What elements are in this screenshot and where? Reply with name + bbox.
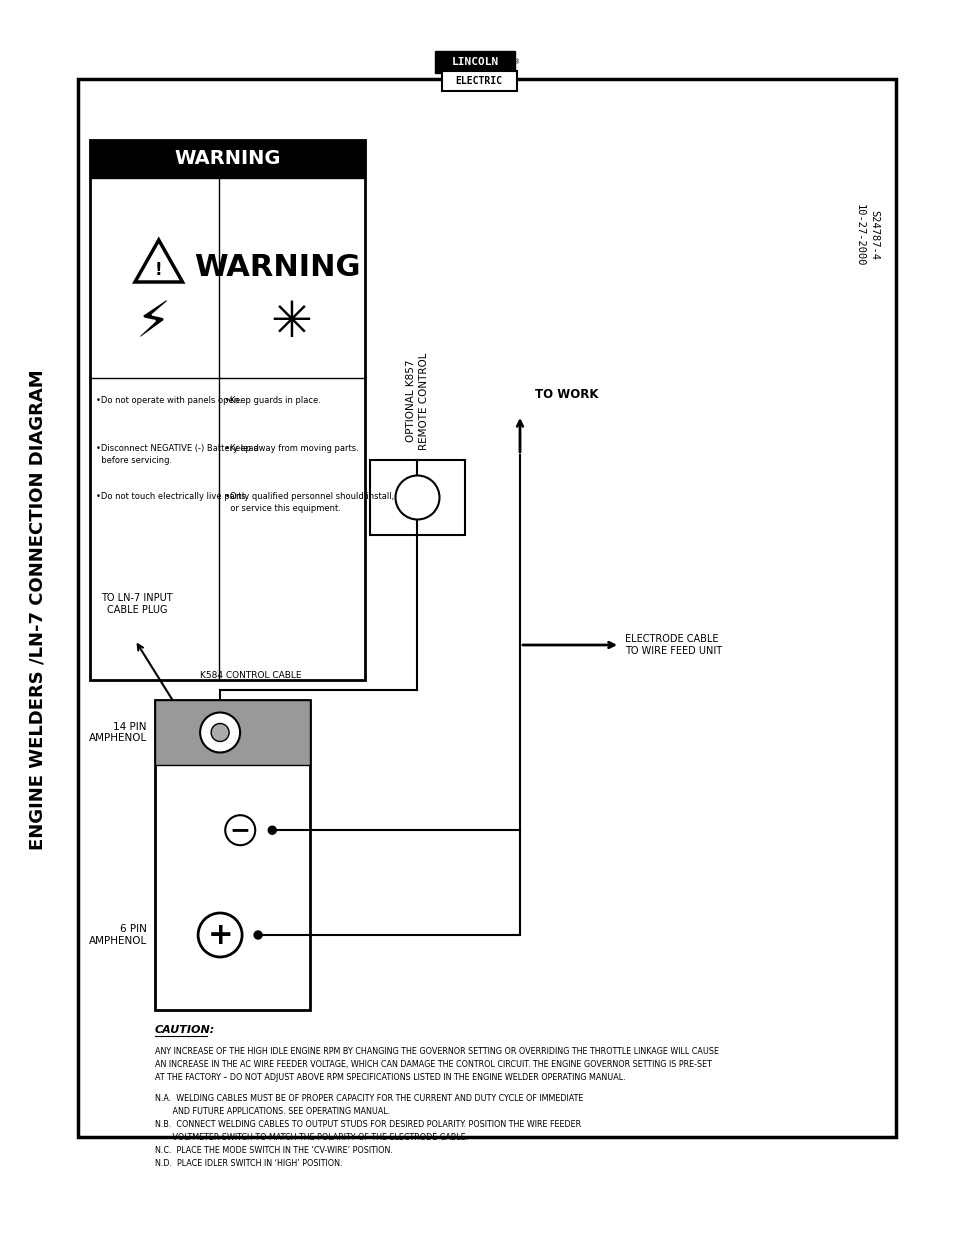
Text: ®: ® (513, 59, 519, 65)
Text: OPTIONAL K857
REMOTE CONTROL: OPTIONAL K857 REMOTE CONTROL (406, 352, 428, 450)
Text: 14 PIN
AMPHENOL: 14 PIN AMPHENOL (89, 721, 147, 743)
Text: !: ! (154, 261, 162, 279)
Text: N.D.  PLACE IDLER SWITCH IN ‘HIGH’ POSITION.: N.D. PLACE IDLER SWITCH IN ‘HIGH’ POSITI… (154, 1158, 342, 1168)
Text: •Only qualified personnel should install,use
  or service this equipment.: •Only qualified personnel should install… (225, 492, 409, 513)
Text: N.B.  CONNECT WELDING CABLES TO OUTPUT STUDS FOR DESIRED POLARITY. POSITION THE : N.B. CONNECT WELDING CABLES TO OUTPUT ST… (154, 1120, 580, 1129)
Polygon shape (134, 240, 182, 282)
Text: •Do not operate with panels open.: •Do not operate with panels open. (96, 396, 241, 405)
Circle shape (200, 713, 240, 752)
Text: 10-27-2000: 10-27-2000 (854, 204, 864, 267)
Text: S24787-4: S24787-4 (868, 210, 878, 261)
Circle shape (211, 724, 229, 741)
Text: CAUTION:: CAUTION: (154, 1025, 215, 1035)
Text: AN INCREASE IN THE AC WIRE FEEDER VOLTAGE, WHICH CAN DAMAGE THE CONTROL CIRCUIT.: AN INCREASE IN THE AC WIRE FEEDER VOLTAG… (154, 1060, 711, 1070)
Text: •Disconnect NEGATIVE (-) Battery lead
  before servicing.: •Disconnect NEGATIVE (-) Battery lead be… (96, 445, 258, 464)
Text: N.A.  WELDING CABLES MUST BE OF PROPER CAPACITY FOR THE CURRENT AND DUTY CYCLE O: N.A. WELDING CABLES MUST BE OF PROPER CA… (154, 1094, 583, 1103)
Circle shape (225, 815, 255, 845)
Text: ENGINE WELDERS /LN-7 CONNECTION DIAGRAM: ENGINE WELDERS /LN-7 CONNECTION DIAGRAM (29, 369, 47, 851)
Text: −: − (230, 819, 251, 842)
Text: TO WORK: TO WORK (535, 389, 598, 401)
Bar (435, 51, 515, 73)
Text: VOLTMETER SWITCH TO MATCH THE POLARITY OF THE ELECTRODE CABLE.: VOLTMETER SWITCH TO MATCH THE POLARITY O… (154, 1132, 468, 1142)
Text: ELECTRODE CABLE
TO WIRE FEED UNIT: ELECTRODE CABLE TO WIRE FEED UNIT (624, 635, 721, 656)
Bar (78, 79, 895, 1137)
Circle shape (198, 913, 242, 957)
Text: +: + (207, 920, 233, 950)
Circle shape (253, 931, 262, 939)
Bar (370, 459, 464, 535)
Text: 6 PIN
AMPHENOL: 6 PIN AMPHENOL (89, 924, 147, 946)
Text: LINCOLN: LINCOLN (451, 57, 498, 67)
Bar (154, 700, 310, 764)
Bar (90, 140, 365, 680)
Text: ✳: ✳ (270, 299, 312, 347)
Circle shape (268, 826, 276, 834)
Text: •Keep guards in place.: •Keep guards in place. (225, 396, 321, 405)
Text: WARNING: WARNING (193, 253, 360, 283)
Bar (90, 140, 365, 178)
Text: ANY INCREASE OF THE HIGH IDLE ENGINE RPM BY CHANGING THE GOVERNOR SETTING OR OVE: ANY INCREASE OF THE HIGH IDLE ENGINE RPM… (154, 1047, 719, 1056)
Circle shape (395, 475, 439, 520)
Text: WARNING: WARNING (174, 149, 280, 168)
Text: AND FUTURE APPLICATIONS. SEE OPERATING MANUAL.: AND FUTURE APPLICATIONS. SEE OPERATING M… (154, 1107, 390, 1116)
Text: N.C.  PLACE THE MODE SWITCH IN THE ‘CV-WIRE’ POSITION.: N.C. PLACE THE MODE SWITCH IN THE ‘CV-WI… (154, 1146, 393, 1155)
Text: TO LN-7 INPUT
CABLE PLUG: TO LN-7 INPUT CABLE PLUG (101, 593, 172, 615)
Text: AT THE FACTORY – DO NOT ADJUST ABOVE RPM SPECIFICATIONS LISTED IN THE ENGINE WEL: AT THE FACTORY – DO NOT ADJUST ABOVE RPM… (154, 1073, 625, 1082)
Bar (154, 700, 310, 1010)
Text: ELECTRIC: ELECTRIC (455, 77, 502, 86)
Text: •Keep away from moving parts.: •Keep away from moving parts. (225, 445, 358, 453)
Text: ⚡: ⚡ (135, 299, 171, 347)
Text: K584 CONTROL CABLE: K584 CONTROL CABLE (200, 671, 301, 679)
Text: •Do not touch electrically live parts.: •Do not touch electrically live parts. (96, 492, 248, 501)
Bar (441, 70, 517, 91)
